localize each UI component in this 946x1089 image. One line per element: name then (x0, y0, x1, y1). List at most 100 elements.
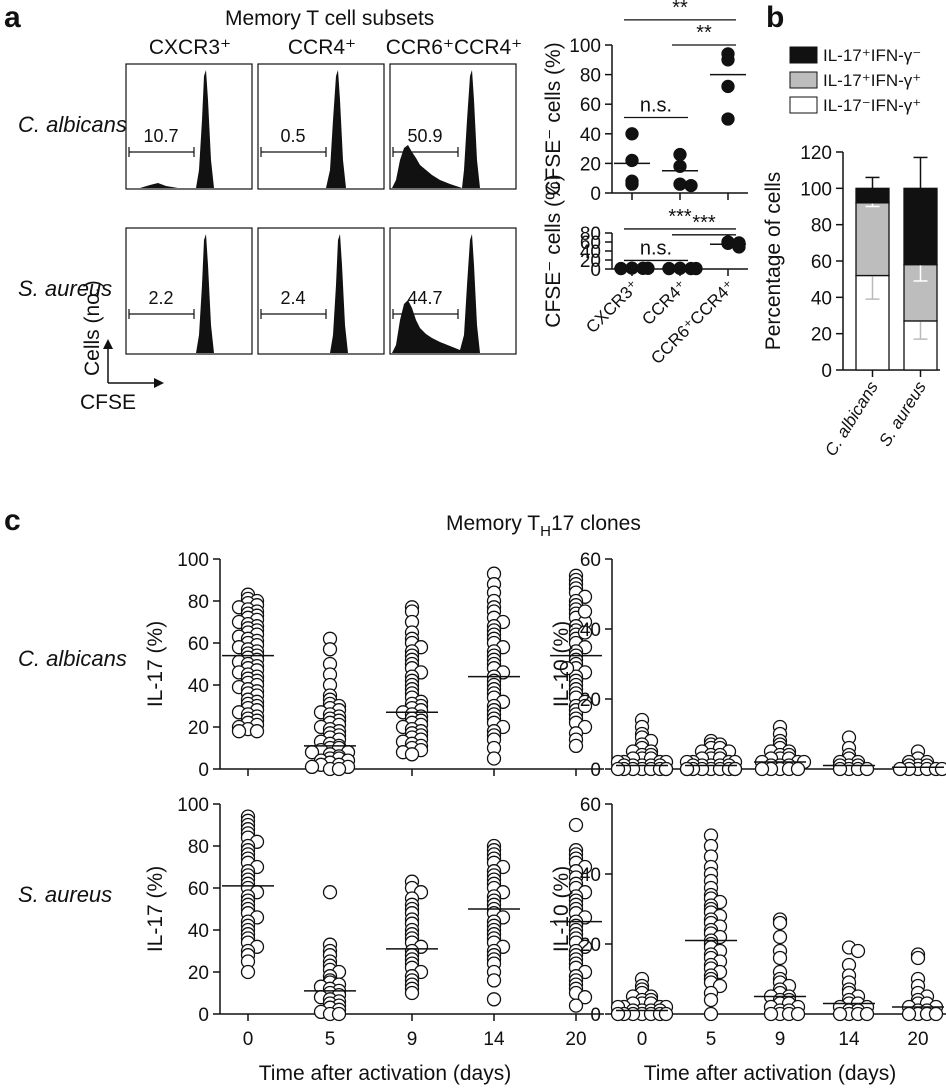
data-point (754, 761, 770, 777)
hist-frame-0-2 (389, 63, 517, 190)
data-point (568, 817, 584, 833)
data-point (658, 761, 674, 777)
hist-trace-1-2 (392, 234, 514, 353)
x-tick-label: 14 (483, 1029, 505, 1050)
data-point (679, 761, 695, 777)
data-point (568, 998, 584, 1013)
hist-trace-0-2 (392, 70, 514, 188)
y-tick-label: 40 (580, 125, 601, 146)
data-point (610, 761, 626, 777)
y-tick-label: 100 (800, 179, 832, 200)
data-point (577, 698, 593, 714)
y-tick-label: 40 (811, 288, 832, 309)
y-tick-label: 80 (188, 592, 209, 613)
axes-key: Cells (no.) CFSE (80, 280, 164, 414)
y-tick-label: 20 (188, 963, 209, 984)
legend-swatch-1 (789, 71, 818, 89)
data-point (322, 642, 338, 657)
x-tick-label: S. aureus (875, 378, 930, 450)
gate-value-0-1: 0.5 (280, 126, 305, 146)
data-point (486, 973, 502, 988)
significance-label: ** (672, 0, 688, 19)
y-tick-label: 40 (580, 865, 601, 886)
hist-header-0: CXCR3⁺ (149, 36, 231, 59)
y-tick-label: 0 (198, 760, 209, 781)
legend-swatch-0 (789, 46, 818, 64)
data-point (721, 236, 735, 251)
data-point (727, 761, 743, 777)
data-point (658, 1006, 674, 1022)
data-point (901, 1006, 917, 1022)
x-tick-label: 0 (243, 1029, 254, 1050)
x-tick-label: CCR6⁺CCR4⁺ (647, 276, 739, 368)
data-point (721, 53, 735, 67)
data-point (910, 950, 926, 966)
data-point (568, 738, 584, 754)
hist-frame-1-1 (257, 227, 385, 355)
y-tick-label: 60 (580, 95, 601, 116)
hist-frame-0-1 (257, 63, 385, 190)
axes-key-xlabel: CFSE (80, 391, 136, 414)
data-point (721, 112, 735, 126)
bar-segment (903, 187, 938, 266)
hist-frame-0-0 (125, 63, 253, 190)
data-point (790, 761, 806, 777)
x-axis-label-right: Time after activation (days) (644, 1062, 896, 1085)
axes-key-ylabel: Cells (no.) (81, 280, 104, 376)
y-tick-label: 80 (580, 66, 601, 87)
gate-value-0-0: 10.7 (143, 126, 178, 146)
row-label-c-1: S. aureus (18, 882, 112, 907)
x-tick-label: 14 (838, 1029, 860, 1050)
gate-value-1-1: 2.4 (280, 288, 305, 308)
y-tick-label: 100 (177, 795, 209, 816)
y-tick-label: 80 (811, 216, 832, 237)
data-point (859, 761, 875, 777)
data-point (577, 625, 593, 640)
data-point (486, 992, 502, 1007)
y-tick-label: 100 (177, 550, 209, 571)
chart-c-il10-calbicans: 0 20 40 60 IL-10 (%) (550, 550, 946, 781)
y-axis-label: CFSE⁻ cells (%) (542, 174, 565, 327)
significance-label: n.s. (640, 237, 672, 259)
significance-label: ** (696, 22, 712, 44)
x-tick-label: 9 (407, 1029, 418, 1050)
data-point (673, 147, 687, 162)
data-point (577, 990, 593, 1005)
data-point (404, 747, 420, 762)
x-tick-label: C. albicans (821, 378, 882, 460)
x-tick-label: 5 (706, 1029, 717, 1050)
data-point (404, 985, 420, 1001)
y-tick-label: 20 (188, 718, 209, 739)
y-axis-label: CFSE⁻ cells (%) (542, 42, 565, 195)
y-tick-label: 80 (580, 224, 601, 245)
x-axis-label-left: Time after activation (days) (259, 1062, 511, 1085)
data-point (559, 661, 575, 676)
data-point (721, 79, 735, 94)
y-tick-label: 20 (580, 154, 601, 175)
panel-a-title: Memory T cell subsets (225, 7, 434, 30)
data-point (304, 759, 320, 775)
y-tick-label: 0 (590, 1005, 601, 1026)
y-tick-label: 20 (580, 690, 601, 711)
legend-swatch-2 (789, 96, 818, 114)
y-tick-label: 20 (811, 325, 832, 346)
data-point (832, 761, 848, 777)
y-tick-label: 40 (580, 620, 601, 641)
y-tick-label: 60 (580, 550, 601, 571)
significance-label: n.s. (640, 95, 672, 117)
x-tick-label: 9 (775, 1029, 786, 1050)
y-tick-label: 40 (188, 921, 209, 942)
y-axis-label: IL-10 (%) (550, 866, 573, 952)
x-tick-label: 20 (565, 1029, 586, 1050)
data-point (249, 724, 265, 739)
legend-label-2: IL-17⁻IFN-γ⁺ (823, 96, 921, 115)
bar-segment (855, 187, 890, 204)
histogram-grid: 10.7 0.5 50.9 2.2 2.4 44.7 (125, 63, 517, 355)
y-tick-label: 0 (590, 184, 601, 205)
data-point (322, 885, 338, 900)
data-point (732, 240, 746, 254)
